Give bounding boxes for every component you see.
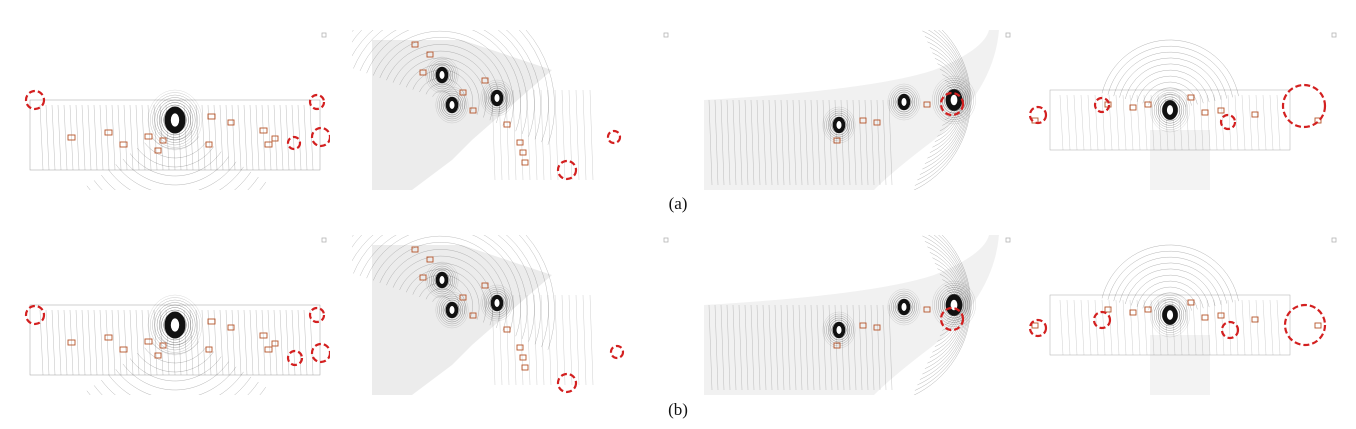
lidar-panel-a1	[10, 30, 330, 190]
detection-boxes	[411, 246, 529, 371]
highlight-circles	[24, 304, 330, 367]
row-b	[10, 235, 1340, 395]
corner-marker	[321, 237, 327, 243]
scan-lines	[708, 304, 893, 391]
corner-marker	[1331, 32, 1337, 38]
ego-vehicle-scan	[480, 284, 514, 322]
detection-boxes	[833, 101, 931, 144]
detection-boxes	[411, 41, 529, 166]
lidar-panel-b3	[694, 235, 1014, 395]
corner-marker	[321, 32, 327, 38]
lidar-panel-b2	[352, 235, 672, 395]
highlight-circles	[1028, 83, 1327, 131]
highlight-circles	[556, 129, 622, 181]
lidar-bev-image	[704, 30, 1011, 190]
highlight-circles	[939, 306, 965, 332]
lidar-bev-image	[704, 235, 1011, 395]
ego-vehicle-scan	[435, 86, 469, 124]
row-a	[10, 30, 1340, 190]
scan-lines	[708, 99, 893, 186]
lidar-panel-a2	[352, 30, 672, 190]
ego-vehicle-scan	[1149, 292, 1191, 338]
lidar-panel-b4	[1020, 235, 1340, 395]
ego-vehicle-scan	[435, 291, 469, 329]
caption-a: (a)	[668, 194, 688, 213]
ego-vehicle-scan	[425, 261, 459, 299]
ego-vehicle-scan	[147, 89, 203, 151]
scan-rings	[86, 131, 266, 190]
corner-marker	[663, 237, 669, 243]
scan-rings	[1101, 39, 1239, 109]
corner-marker	[1005, 32, 1011, 38]
detection-boxes	[833, 306, 931, 349]
ego-vehicle-scan	[887, 288, 921, 326]
lidar-bev-image	[24, 32, 330, 190]
lidar-bev-image	[1028, 32, 1337, 190]
scan-rings	[86, 336, 266, 395]
ego-vehicle-scan	[822, 106, 856, 144]
lidar-bev-image	[352, 30, 669, 190]
detection-boxes	[67, 113, 279, 154]
highlight-circles	[24, 89, 330, 151]
caption-b: (b)	[668, 400, 688, 419]
ego-vehicle-scan	[822, 311, 856, 349]
ego-vehicle-scan	[147, 294, 203, 356]
highlight-circles	[1028, 303, 1327, 347]
ego-vehicle-scan	[1149, 87, 1191, 133]
lidar-panel-a3	[694, 30, 1014, 190]
ego-vehicle-scan	[887, 83, 921, 121]
scan-lines	[39, 309, 314, 376]
lidar-panel-a4	[1020, 30, 1340, 190]
lidar-bev-image	[24, 237, 330, 395]
highlight-circles	[556, 344, 625, 394]
scan-lines	[1059, 94, 1281, 151]
ego-vehicle-scan	[425, 56, 459, 94]
ego-vehicle-scan	[480, 79, 514, 117]
scan-rings	[1101, 244, 1239, 314]
lidar-panel-b1	[10, 235, 330, 395]
detection-boxes	[1031, 299, 1322, 329]
highlight-circles	[939, 91, 965, 117]
lidar-bev-image	[1028, 237, 1337, 395]
corner-marker	[663, 32, 669, 38]
corner-marker	[1331, 237, 1337, 243]
detection-boxes	[67, 318, 279, 359]
corner-marker	[1005, 237, 1011, 243]
lidar-bev-image	[352, 235, 669, 395]
